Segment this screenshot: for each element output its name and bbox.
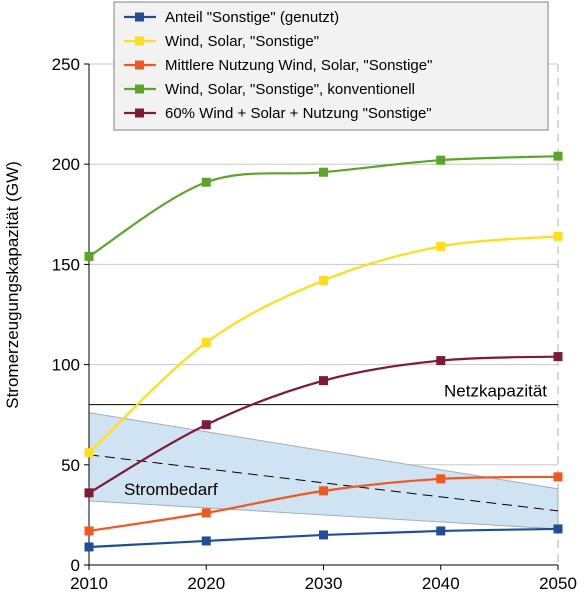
strombedarf-area — [88, 412, 559, 530]
legend-label-1: Wind, Solar, "Sonstige" — [165, 33, 319, 50]
series-0-point-1 — [201, 536, 211, 546]
series-2-point-2 — [319, 486, 328, 496]
x-tick-label-3: 2040 — [422, 574, 460, 593]
series-3-point-0 — [84, 251, 94, 261]
axes — [84, 63, 559, 570]
series-0-point-2 — [319, 530, 328, 540]
series-2-point-3 — [436, 474, 446, 484]
series-1-point-0 — [84, 448, 94, 458]
series-1-point-1 — [201, 338, 211, 348]
x-tick-label-1: 2020 — [187, 574, 225, 593]
legend-box — [113, 1, 549, 131]
series-line-1 — [88, 235, 559, 454]
legend-marker-3 — [135, 84, 144, 94]
netzkapazitaet-label: Netzkapazität — [444, 382, 547, 401]
series-1-point-2 — [319, 275, 328, 285]
y-tick-label-4: 200 — [52, 155, 80, 174]
y-tick-label-2: 100 — [52, 356, 80, 375]
y-axis-label: Stromerzeugungskapazität (GW) — [3, 161, 22, 409]
strombedarf-band — [88, 412, 559, 530]
x-tick-label-2: 2030 — [305, 574, 343, 593]
series-2-point-0 — [84, 526, 94, 536]
series-0-point-3 — [436, 526, 446, 536]
series-3-point-3 — [436, 155, 446, 165]
series-1-point-4 — [553, 231, 563, 241]
strombedarf-trend-line — [88, 454, 559, 512]
series-2-point-4 — [553, 472, 563, 482]
series-1-point-3 — [436, 241, 446, 251]
legend-label-4: 60% Wind + Solar + Nutzung "Sonstige" — [165, 105, 432, 122]
series-0-point-4 — [553, 524, 563, 534]
series-0-point-0 — [84, 542, 94, 552]
legend-marker-2 — [135, 60, 144, 70]
y-tick-label-0: 0 — [71, 556, 80, 575]
series-3-point-2 — [319, 167, 328, 177]
series-lines — [84, 151, 563, 552]
series-4-point-1 — [201, 420, 211, 430]
x-tick-label-0: 2010 — [70, 574, 108, 593]
legend-label-0: Anteil "Sonstige" (genutzt) — [165, 9, 339, 26]
legend-marker-1 — [135, 36, 144, 46]
strombedarf-label: Strombedarf — [124, 480, 218, 499]
legend-label-3: Wind, Solar, "Sonstige", konventionell — [165, 81, 415, 98]
tick-labels: 0 50 100 150 200 250 2010 2020 2030 2040 2050 — [52, 55, 577, 593]
series-4-point-0 — [84, 488, 94, 498]
legend-marker-0 — [135, 12, 144, 22]
y-tick-label-1: 50 — [61, 456, 80, 475]
x-tick-label-4: 2050 — [539, 574, 577, 593]
series-3-point-1 — [201, 177, 211, 187]
y-tick-label-3: 150 — [52, 255, 80, 274]
series-4-point-3 — [436, 356, 446, 366]
y-tick-label-5: 250 — [52, 55, 80, 74]
legend-label-2: Mittlere Nutzung Wind, Solar, "Sonstige" — [165, 57, 432, 74]
series-4-point-2 — [319, 376, 328, 386]
series-4-point-4 — [553, 352, 563, 362]
series-3-point-4 — [553, 151, 563, 161]
series-2-point-1 — [201, 508, 211, 518]
legend: Anteil "Sonstige" (genutzt) Wind, Solar, … — [113, 1, 549, 131]
legend-marker-4 — [135, 108, 144, 118]
